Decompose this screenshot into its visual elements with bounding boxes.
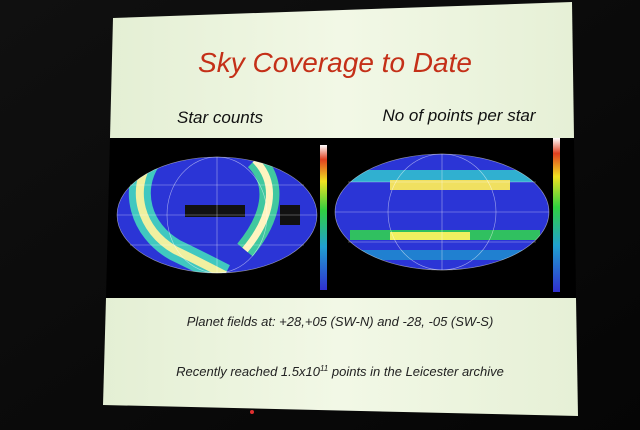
slide-title: Sky Coverage to Date (198, 47, 472, 78)
color-scale (553, 138, 560, 292)
map-grid (334, 153, 550, 271)
note-text: points in the Leicester archive (328, 364, 504, 379)
slide-footer (103, 298, 578, 416)
sky-map (117, 157, 317, 273)
note-text: Recently reached 1.5x10 (176, 364, 321, 379)
map-grid (116, 156, 318, 274)
slide-header (110, 2, 574, 138)
laser-dot (250, 410, 254, 414)
panel-label: No of points per star (382, 106, 536, 125)
slide-note: Planet fields at: +28,+05 (SW-N) and -28… (187, 314, 494, 329)
note-superscript: 11 (320, 364, 328, 373)
panel-label: Star counts (177, 108, 263, 127)
color-scale (320, 145, 327, 290)
slide-note: Recently reached 1.5x1011 points in the … (176, 364, 504, 379)
